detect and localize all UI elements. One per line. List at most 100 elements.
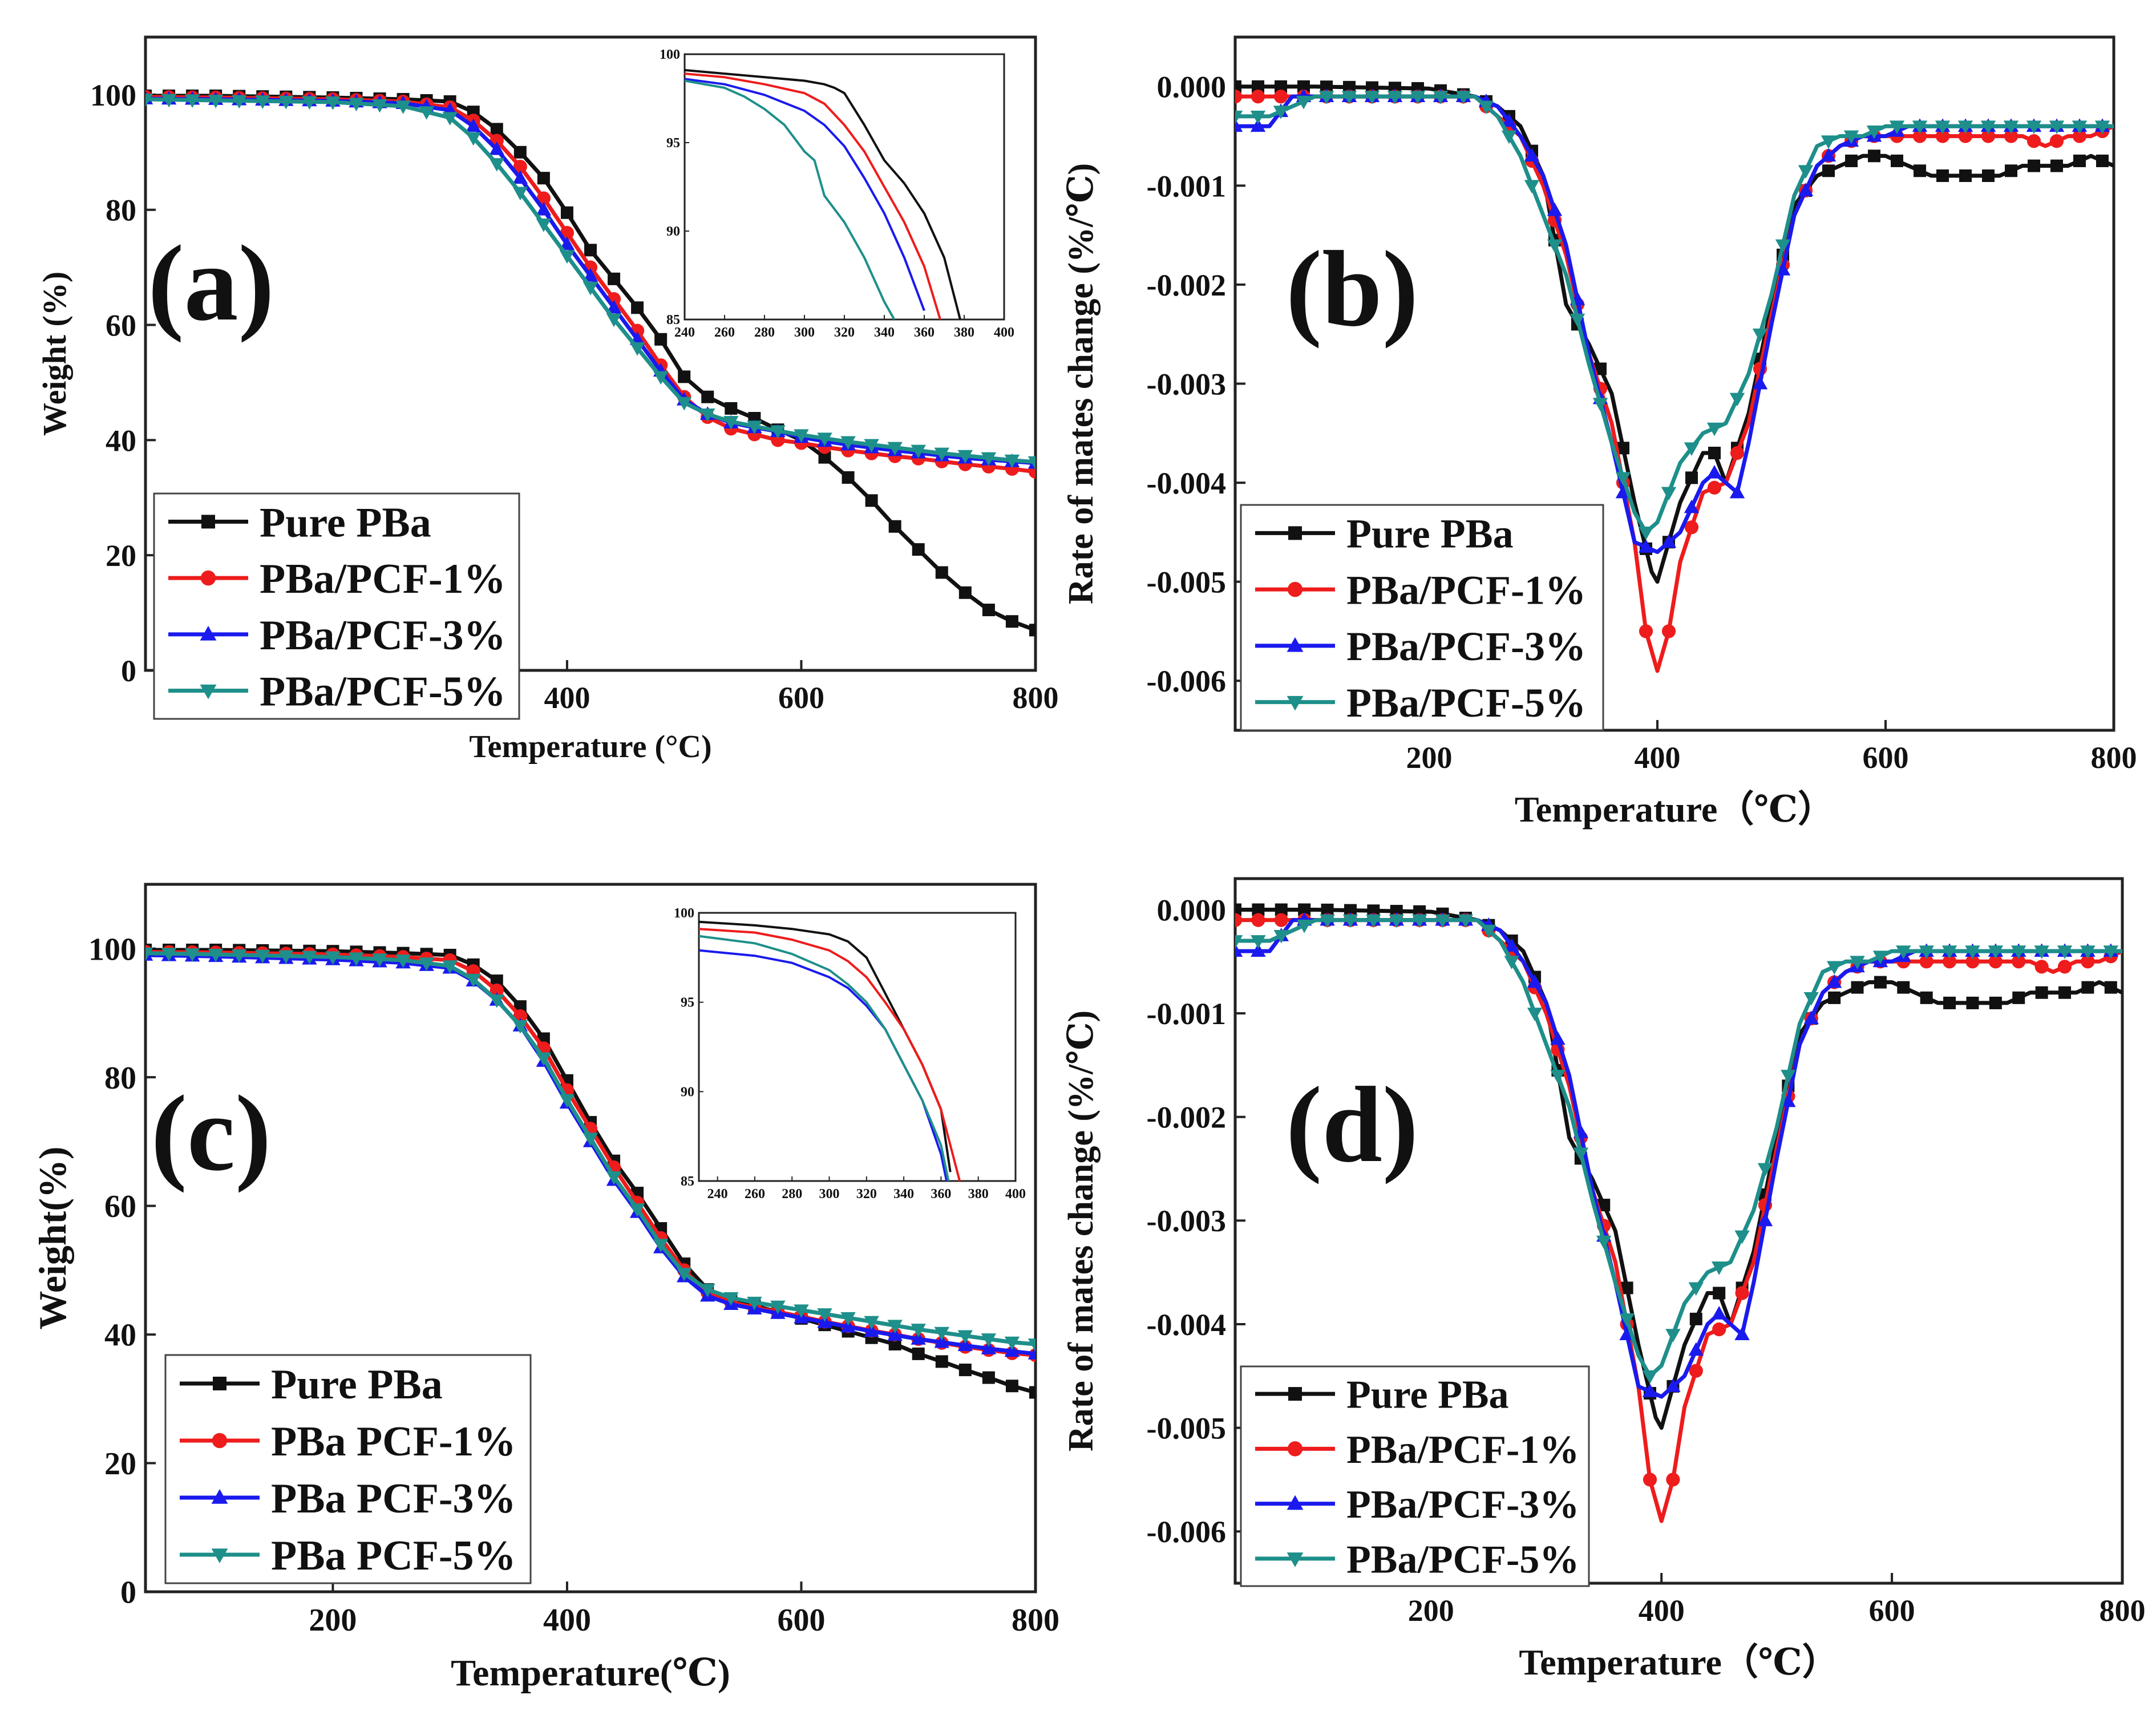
data-point xyxy=(1235,903,1241,916)
legend-label: PBa PCF-1% xyxy=(271,1418,516,1465)
data-point xyxy=(2094,120,2110,134)
y-tick-label: 40 xyxy=(106,423,136,458)
data-point xyxy=(1981,129,1996,143)
y-axis-title: Weight(%) xyxy=(31,1146,74,1329)
x-tick-label: 400 xyxy=(1639,1593,1685,1628)
data-point xyxy=(1251,943,1266,957)
data-point xyxy=(1982,169,1995,182)
data-point xyxy=(1775,239,1791,253)
inset-x-tick-label: 280 xyxy=(782,1187,802,1202)
panel-b: 200 400 600 800 0.000 -0.001 -0.002 -0.003 -0.00… xyxy=(1062,35,2137,830)
inset-series-line xyxy=(685,79,896,319)
data-point xyxy=(957,1337,973,1352)
data-point xyxy=(466,973,481,988)
y-tick-label: -0.001 xyxy=(1147,997,1226,1031)
data-point xyxy=(1711,1306,1727,1320)
data-point xyxy=(1684,499,1700,513)
data-point xyxy=(678,370,691,383)
data-point xyxy=(1570,313,1585,327)
data-point xyxy=(982,604,995,617)
inset-x-tick-label: 380 xyxy=(968,1187,989,1202)
legend-label: Pure PBa xyxy=(260,499,431,546)
data-point xyxy=(934,1334,949,1348)
data-point xyxy=(1843,130,1859,144)
data-point xyxy=(2011,945,2026,959)
data-point xyxy=(1615,472,1631,486)
plot-area xyxy=(145,943,1035,1399)
data-point xyxy=(513,159,527,174)
data-point xyxy=(1235,80,1241,93)
data-point xyxy=(1478,100,1494,115)
data-point xyxy=(2103,945,2119,959)
data-point xyxy=(1638,526,1654,540)
data-point xyxy=(1273,90,1288,104)
y-tick-label: 20 xyxy=(104,1446,136,1482)
data-point xyxy=(184,94,200,108)
data-point xyxy=(1798,165,1814,179)
panel-d: 200 400 600 800 0.000 -0.001 -0.002 -0.003 -0.00… xyxy=(1062,877,2146,1682)
data-point xyxy=(2080,945,2096,959)
data-point xyxy=(1250,118,1266,132)
data-point xyxy=(653,371,669,385)
data-point xyxy=(302,951,317,965)
data-point xyxy=(1029,624,1035,637)
data-point xyxy=(1707,480,1722,495)
data-point xyxy=(1752,328,1768,342)
data-point xyxy=(1235,110,1243,124)
data-point xyxy=(1251,935,1266,949)
x-tick-label: 400 xyxy=(1635,741,1681,775)
data-point xyxy=(513,1000,527,1013)
x-axis-title: Temperature（℃） xyxy=(1515,789,1834,830)
data-point xyxy=(1410,91,1426,104)
data-point xyxy=(2096,154,2109,167)
data-point xyxy=(1897,981,1910,994)
data-point xyxy=(1028,456,1035,470)
inset-frame xyxy=(698,912,1017,1182)
data-point xyxy=(794,1304,809,1318)
data-point xyxy=(349,952,364,966)
data-point xyxy=(1275,903,1288,916)
inset-x-tick-label: 300 xyxy=(794,325,815,340)
data-point xyxy=(1661,534,1677,548)
data-point xyxy=(2034,945,2049,959)
data-point xyxy=(817,1308,832,1322)
y-tick-label: -0.004 xyxy=(1147,466,1226,500)
x-tick-label: 600 xyxy=(777,1603,825,1638)
data-point xyxy=(1729,484,1745,499)
data-point xyxy=(1868,149,1880,163)
data-point xyxy=(1965,945,1980,959)
data-point xyxy=(1364,91,1380,104)
data-point xyxy=(1367,904,1380,917)
data-point xyxy=(935,1355,948,1368)
legend-marker xyxy=(200,570,216,586)
data-point xyxy=(1941,945,1957,959)
data-point xyxy=(629,342,645,356)
data-point xyxy=(865,494,878,507)
data-point xyxy=(606,313,622,327)
data-point xyxy=(2072,129,2087,143)
data-point xyxy=(1684,520,1699,535)
data-point xyxy=(1458,914,1474,928)
legend-label: PBa/PCF-3% xyxy=(260,612,506,659)
data-point xyxy=(1919,954,1933,969)
data-point xyxy=(2026,134,2041,148)
data-point xyxy=(911,1324,926,1337)
data-point xyxy=(1957,120,1973,134)
inset-series-line xyxy=(699,928,961,1181)
data-point xyxy=(1851,981,1864,994)
inset-x-tick-label: 400 xyxy=(1005,1187,1026,1202)
plot-area xyxy=(1235,903,2122,1523)
data-point xyxy=(1389,914,1404,928)
data-point xyxy=(1004,1343,1020,1357)
data-point xyxy=(1688,1282,1704,1296)
inset-series-line xyxy=(699,935,950,1181)
legend-marker xyxy=(1287,1495,1304,1510)
data-point xyxy=(1504,938,1519,952)
inset-series-line xyxy=(699,949,948,1181)
data-point xyxy=(536,191,551,205)
data-point xyxy=(2072,120,2088,134)
data-point xyxy=(2026,120,2042,134)
legend-label: Pure PBa xyxy=(1346,511,1514,557)
data-point xyxy=(2028,159,2040,172)
data-point xyxy=(864,1323,879,1337)
